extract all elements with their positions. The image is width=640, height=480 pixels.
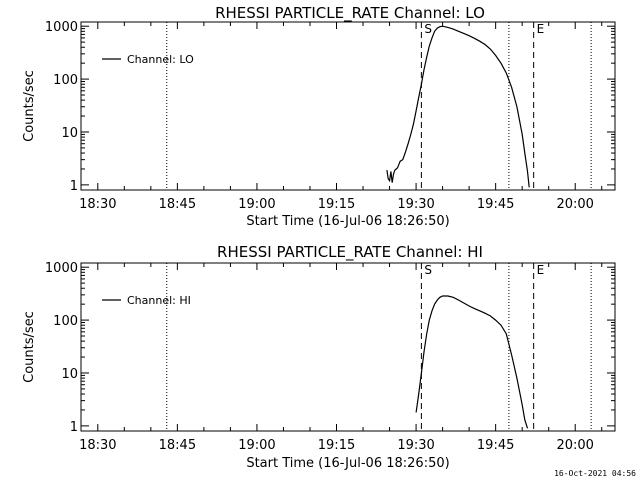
marker-label-e: E	[537, 263, 545, 277]
x-tick-label: 19:00	[238, 438, 275, 453]
x-axis-label: Start Time (16-Jul-06 18:26:50)	[246, 214, 449, 229]
y-tick-label: 100	[53, 73, 78, 88]
marker-label-s: S	[424, 22, 432, 36]
x-tick-label: 19:30	[397, 197, 434, 212]
x-tick-label: 19:45	[477, 438, 514, 453]
y-tick-label: 1000	[45, 20, 78, 35]
y-axis-label: Counts/sec	[22, 311, 37, 383]
marker-label-e: E	[537, 22, 545, 36]
y-tick-label: 100	[53, 314, 78, 329]
x-tick-label: 18:30	[79, 197, 116, 212]
plot-frame	[80, 21, 616, 191]
y-tick-label: 10	[61, 367, 78, 382]
x-tick-label: 18:45	[159, 197, 196, 212]
legend-label: Channel: HI	[127, 294, 191, 307]
x-tick-label: 20:00	[556, 438, 593, 453]
legend-label: Channel: LO	[127, 53, 194, 66]
x-tick-label: 19:00	[238, 197, 275, 212]
chart-title: RHESSI PARTICLE_RATE Channel: HI	[217, 243, 483, 262]
chart-panel-1: RHESSI PARTICLE_RATE Channel: LO 18:30 18:…	[22, 4, 616, 229]
plot-frame	[80, 262, 616, 432]
y-tick-label: 1000	[45, 261, 78, 276]
x-tick-label: 19:30	[397, 438, 434, 453]
x-tick-label: 19:15	[318, 197, 355, 212]
x-tick-label: 19:15	[318, 438, 355, 453]
x-tick-label: 20:00	[556, 197, 593, 212]
y-tick-label: 10	[61, 126, 78, 141]
marker-label-s: S	[424, 263, 432, 277]
x-tick-label: 18:30	[79, 438, 116, 453]
y-axis-label: Counts/sec	[22, 70, 37, 142]
y-tick-label: 1	[70, 179, 78, 194]
x-axis-label: Start Time (16-Jul-06 18:26:50)	[246, 456, 449, 471]
x-tick-label: 19:45	[477, 197, 514, 212]
chart-title: RHESSI PARTICLE_RATE Channel: LO	[215, 4, 485, 23]
series-line	[386, 25, 530, 188]
footer-timestamp: 16-Oct-2021 04:56	[554, 469, 636, 478]
series-line	[415, 295, 529, 429]
y-tick-label: 1	[70, 420, 78, 435]
x-tick-label: 18:45	[159, 438, 196, 453]
chart-panel-2: RHESSI PARTICLE_RATE Channel: HI 18:30 18:…	[22, 243, 616, 471]
